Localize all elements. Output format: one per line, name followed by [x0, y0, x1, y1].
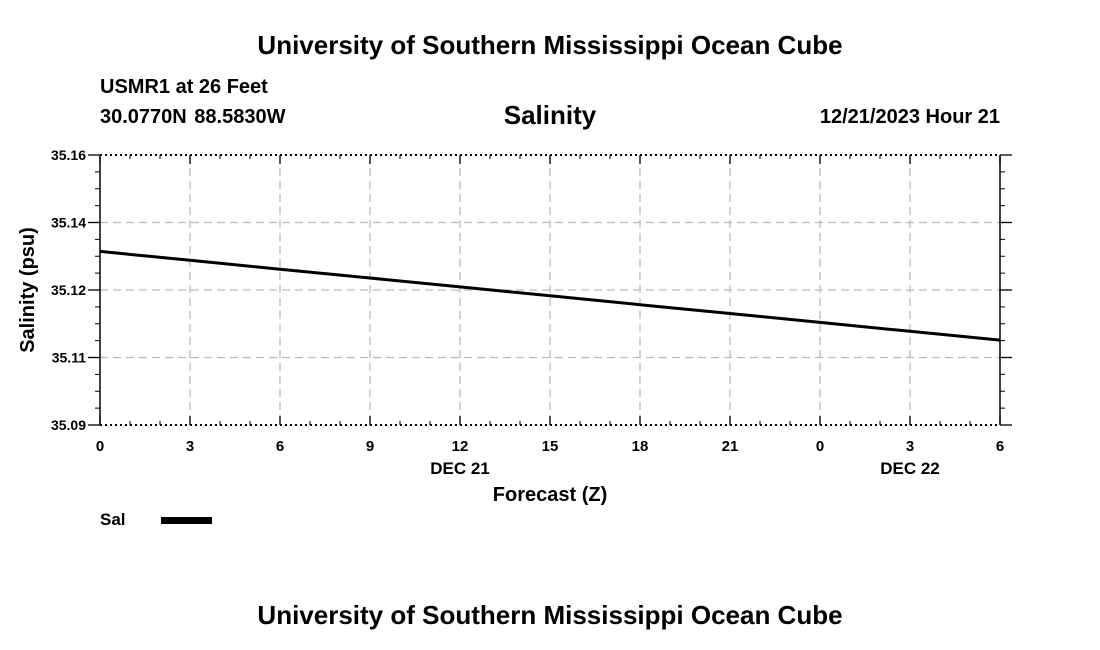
x-tick-label: 18	[632, 438, 649, 455]
legend-swatch	[161, 517, 212, 524]
x-tick-label: 0	[96, 438, 104, 455]
station-coordinates: 30.0770N 88.5830W	[100, 106, 286, 128]
x-date-label: DEC 21	[430, 459, 490, 478]
x-tick-label: 6	[996, 438, 1004, 455]
x-tick-label: 3	[186, 438, 194, 455]
axes	[88, 154, 1012, 426]
forecast-timestamp: 12/21/2023 Hour 21	[819, 106, 1000, 128]
x-axis-title: Forecast (Z)	[493, 484, 607, 506]
series-layer	[99, 249, 1001, 342]
x-tick-label: 21	[722, 438, 739, 455]
legend-label: Sal	[100, 510, 126, 529]
chart-title: Salinity	[503, 100, 597, 130]
grid-lines	[100, 155, 1000, 425]
y-axis-title: Salinity (psu)	[17, 227, 39, 353]
x-tick-label: 0	[816, 438, 824, 455]
x-tick-label: 15	[542, 438, 559, 455]
axis-labels: 0 3 6 9 12 15 18 21 0 3 6 35.16 35.14 35.12 35.11 35.09…	[17, 147, 1004, 506]
page-title: University of Southern Mississippi Ocean…	[257, 30, 843, 60]
x-tick-label: 9	[366, 438, 374, 455]
x-tick-label: 6	[276, 438, 284, 455]
x-date-label: DEC 22	[880, 459, 940, 478]
footer-title: University of Southern Mississippi Ocean…	[257, 600, 843, 630]
x-tick-label: 12	[452, 438, 469, 455]
y-tick-label: 35.12	[51, 282, 86, 298]
y-tick-label: 35.16	[51, 147, 86, 163]
station-label: USMR1 at 26 Feet	[100, 76, 268, 98]
y-tick-label: 35.14	[51, 215, 86, 231]
y-tick-label: 35.11	[52, 350, 86, 366]
series-line-sal	[99, 249, 1001, 342]
y-tick-label: 35.09	[51, 417, 86, 433]
x-tick-label: 3	[906, 438, 914, 455]
